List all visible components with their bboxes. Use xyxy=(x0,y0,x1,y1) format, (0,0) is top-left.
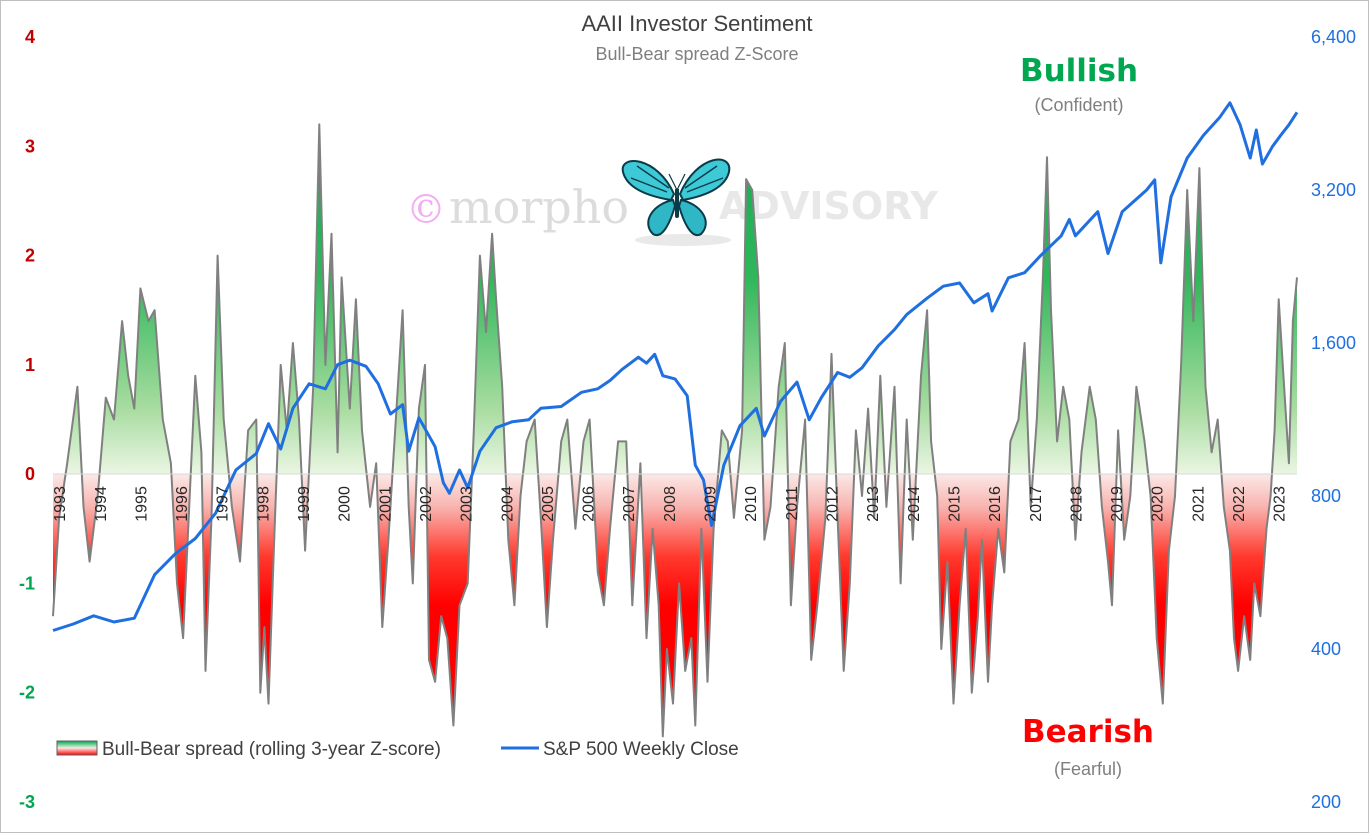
left-tick-label: 0 xyxy=(25,464,35,484)
x-tick-label: 2015 xyxy=(946,486,963,522)
x-tick-label: 2013 xyxy=(865,486,882,522)
right-tick-label: 800 xyxy=(1311,486,1341,506)
right-tick-label: 400 xyxy=(1311,639,1341,659)
x-tick-label: 2010 xyxy=(743,486,760,522)
bearish-sublabel: (Fearful) xyxy=(1054,759,1122,779)
x-tick-label: 2003 xyxy=(459,486,476,522)
left-axis: 4 3 2 1 0 -1 -2 -3 xyxy=(19,27,35,812)
x-tick-label: 1996 xyxy=(174,486,191,522)
x-tick-label: 2016 xyxy=(987,486,1004,522)
sp500-line xyxy=(52,101,1299,632)
spread-line xyxy=(52,123,1298,738)
watermark-text-advisory: ADVISORY xyxy=(719,184,938,228)
x-tick-label: 2017 xyxy=(1028,486,1045,522)
x-tick-label: 2004 xyxy=(499,486,516,522)
right-tick-label: 200 xyxy=(1311,792,1341,812)
legend: Bull-Bear spread (rolling 3-year Z-score… xyxy=(56,739,739,760)
butterfly-logo-icon xyxy=(621,158,731,246)
right-axis: 6,400 3,200 1,600 800 400 200 xyxy=(1311,27,1356,812)
watermark-copyright-symbol: © xyxy=(406,187,446,233)
chart-title: AAII Investor Sentiment xyxy=(581,11,812,36)
x-tick-label: 2005 xyxy=(540,486,557,522)
x-tick-label: 2008 xyxy=(662,486,679,522)
x-tick-label: 1994 xyxy=(93,486,110,522)
x-tick-label: 2002 xyxy=(418,486,435,522)
left-tick-label: 2 xyxy=(25,246,35,266)
x-tick-label: 2018 xyxy=(1068,486,1085,522)
x-tick-label: 2020 xyxy=(1150,486,1167,522)
x-tick-label: 1998 xyxy=(255,486,272,522)
chart-subtitle: Bull-Bear spread Z-Score xyxy=(595,44,798,64)
x-tick-label: 2014 xyxy=(906,486,923,522)
x-tick-label: 2007 xyxy=(621,486,638,522)
x-tick-label: 2006 xyxy=(581,486,598,522)
x-tick-label: 2009 xyxy=(703,486,720,522)
x-tick-label: 2023 xyxy=(1272,486,1289,522)
x-tick-label: 2019 xyxy=(1109,486,1126,522)
x-tick-label: 1997 xyxy=(215,486,232,522)
legend-spread-label: Bull-Bear spread (rolling 3-year Z-score… xyxy=(102,739,441,760)
x-tick-label: 1999 xyxy=(296,486,313,522)
x-tick-label: 1995 xyxy=(133,486,150,522)
left-tick-label: 4 xyxy=(25,27,35,47)
right-tick-label: 3,200 xyxy=(1311,180,1356,200)
legend-sp500-label: S&P 500 Weekly Close xyxy=(543,739,739,760)
left-tick-label: 1 xyxy=(25,355,35,375)
bullish-label: Bullish xyxy=(1020,53,1138,89)
right-tick-label: 6,400 xyxy=(1311,27,1356,47)
x-axis: 1993 1994 1995 1996 1997 1998 1999 2000 2001 2002… xyxy=(52,486,1289,522)
x-tick-label: 2022 xyxy=(1231,486,1248,522)
left-tick-label: 3 xyxy=(25,136,35,156)
x-tick-label: 2012 xyxy=(825,486,842,522)
x-tick-label: 1993 xyxy=(52,486,69,522)
right-tick-label: 1,600 xyxy=(1311,333,1356,353)
bullish-sublabel: (Confident) xyxy=(1034,95,1123,115)
watermark: © morpho ADVISORY xyxy=(406,180,938,234)
x-tick-label: 2011 xyxy=(784,486,801,521)
bull-bear-spread-area xyxy=(52,123,1298,738)
legend-spread-swatch xyxy=(56,740,98,756)
left-tick-label: -3 xyxy=(19,792,35,812)
watermark-text: morpho xyxy=(449,180,629,234)
bear-area xyxy=(53,474,1297,737)
left-tick-label: -1 xyxy=(19,573,35,593)
bearish-label: Bearish xyxy=(1022,714,1154,750)
x-tick-label: 2000 xyxy=(337,486,354,522)
x-tick-label: 2021 xyxy=(1190,486,1207,522)
left-tick-label: -2 xyxy=(19,683,35,703)
x-tick-label: 2001 xyxy=(377,486,394,522)
